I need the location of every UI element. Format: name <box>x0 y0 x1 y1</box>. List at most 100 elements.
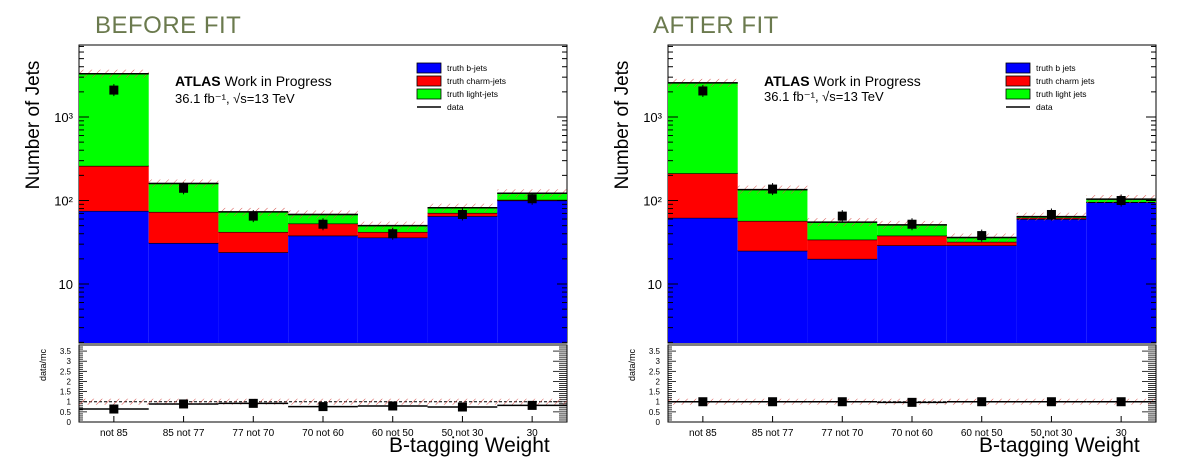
chart1-xtick-label-5: 50 not 30 <box>1031 428 1073 439</box>
chart0-data-point-0 <box>109 85 119 95</box>
chart0-ratio-point-3 <box>318 402 328 412</box>
chart0-data-point-3 <box>318 219 328 229</box>
chart1-ratio-point-0 <box>698 397 708 407</box>
chart0-xtick-label-3: 70 not 60 <box>302 428 344 439</box>
chart1-legend-label-0: truth b jets <box>1036 63 1076 73</box>
chart0-ratio-tick-label-5: 2.5 <box>60 367 72 376</box>
chart1-ratio-tick-label-6: 3 <box>656 357 661 366</box>
chart0-ratio-uncertainty-0 <box>79 398 149 405</box>
chart1-ratio-tick-label-7: 3.5 <box>649 347 661 356</box>
chart0-ratio-y-axis-title: data/mc <box>38 348 48 381</box>
chart1-bar-1-1 <box>737 220 808 251</box>
chart0-ratio-tick-label-3: 1.5 <box>60 388 72 397</box>
chart0-data-point-4 <box>388 229 398 239</box>
chart1-atlas-label-sub: Work in Progress <box>814 73 921 89</box>
chart1-data-point-6 <box>1116 196 1126 205</box>
chart0-lumi-label: 36.1 fb⁻¹, √s=13 TeV <box>175 91 295 106</box>
chart0-xtick-label-4: 60 not 50 <box>372 428 414 439</box>
chart0-legend-swatch-1 <box>416 75 442 87</box>
chart0-ratio-tick-label-4: 2 <box>67 377 72 386</box>
chart0-bar-0-6 <box>497 200 567 343</box>
after-fit-x-axis-title: B-tagging Weight <box>979 434 1140 457</box>
chart0-data-point-5 <box>457 209 467 219</box>
chart0-ratio-point-5 <box>457 402 467 412</box>
chart0-legend-label-1: truth charm-jets <box>447 76 506 86</box>
chart1-xtick-label-2: 77 not 70 <box>821 428 863 439</box>
chart1-bar-2-3 <box>877 224 947 236</box>
chart1-bar-0-3 <box>877 245 947 343</box>
chart1-data-point-3 <box>907 219 917 229</box>
chart1-data-point-5 <box>1046 209 1056 219</box>
chart1-ratio-point-2 <box>837 397 847 407</box>
chart1-data-point-4 <box>977 231 987 241</box>
chart1-ratio-point-3 <box>907 397 917 407</box>
chart1-ytick-label-2: 10³ <box>643 110 662 125</box>
chart0-bar-1-1 <box>148 211 219 243</box>
chart1-bar-0-1 <box>737 250 808 343</box>
chart0-ratio-tick-label-2: 1 <box>67 398 72 407</box>
chart1-ratio-point-6 <box>1116 397 1126 407</box>
chart1-bar-0-6 <box>1086 202 1156 343</box>
chart1-bar-1-0 <box>668 173 738 218</box>
chart1-legend-swatch-0 <box>1005 62 1031 74</box>
chart1-legend-label-2: truth light jets <box>1036 89 1087 99</box>
chart1-legend-data-label: data <box>1036 102 1053 112</box>
chart1-ratio-tick-label-4: 2 <box>656 377 661 386</box>
chart1-bar-0-0 <box>668 217 738 343</box>
chart1-data-point-2 <box>837 211 847 221</box>
before-fit-x-axis-title: B-tagging Weight <box>389 434 550 457</box>
chart0-ratio-uncertainty-5 <box>427 398 498 405</box>
chart1-bar-2-2 <box>807 222 878 240</box>
chart1-bar-2-0 <box>668 82 738 174</box>
chart1-bar-1-3 <box>877 235 947 246</box>
chart0-xtick-label-1: 85 not 77 <box>163 428 205 439</box>
chart0-ratio-uncertainty-3 <box>288 398 358 405</box>
chart0-ratio-point-4 <box>388 401 398 411</box>
chart1-legend-swatch-2 <box>1005 88 1031 100</box>
chart1-xtick-label-3: 70 not 60 <box>891 428 933 439</box>
chart1-atlas-label: ATLAS Work in Progress <box>764 73 921 89</box>
chart1-ratio-frame <box>667 344 1157 423</box>
before-fit-heading: BEFORE FIT <box>95 12 242 39</box>
chart0-data-point-2 <box>248 211 258 221</box>
chart1-xtick-label-6: 30 <box>1116 428 1128 439</box>
chart0-xtick-label-6: 30 <box>527 428 539 439</box>
chart1-legend-label-1: truth charm jets <box>1036 76 1095 86</box>
chart1-bar-1-2 <box>807 239 878 259</box>
chart0-ytick-label-2: 10³ <box>54 110 73 125</box>
chart1-ratio-tick-label-1: 0.5 <box>649 408 661 417</box>
chart0-ytick-label-0: 10 <box>59 277 73 292</box>
chart0-bar-0-0 <box>79 210 149 343</box>
chart0-ratio-tick-label-1: 0.5 <box>60 408 72 417</box>
chart0-y-axis-title: Number of Jets <box>23 61 44 190</box>
chart0-legend-swatch-2 <box>416 88 442 100</box>
chart0-legend-data-label: data <box>447 102 464 112</box>
chart1-ytick-label-1: 10² <box>643 194 662 209</box>
chart1-atlas-label-bold: ATLAS <box>764 73 810 89</box>
chart1-bar-0-5 <box>1016 219 1087 343</box>
chart0-ratio-tick-label-7: 3.5 <box>60 347 72 356</box>
chart0-ytick-label-1: 10² <box>54 194 73 209</box>
chart1-xtick-label-0: not 85 <box>689 428 717 439</box>
chart0-bar-0-1 <box>148 242 219 343</box>
chart1-bar-0-2 <box>807 258 878 343</box>
chart0-atlas-label-sub: Work in Progress <box>225 73 332 89</box>
chart1-ratio-tick-label-3: 1.5 <box>649 388 661 397</box>
chart0-ratio-point-1 <box>179 399 189 409</box>
chart0-data-point-6 <box>527 194 537 204</box>
chart1-legend-swatch-1 <box>1005 75 1031 87</box>
chart0-data-point-1 <box>179 183 189 193</box>
chart1-lumi-label: 36.1 fb⁻¹, √s=13 TeV <box>764 89 884 104</box>
chart1-bar-1-4 <box>946 241 1017 246</box>
chart0-ratio-point-0 <box>109 404 119 414</box>
chart0-bar-0-4 <box>357 237 428 343</box>
chart1-data-point-1 <box>768 184 778 194</box>
chart1-ratio-point-5 <box>1046 397 1056 407</box>
chart0-bar-0-2 <box>218 252 289 343</box>
chart0-legend-label-2: truth light-jets <box>447 89 498 99</box>
chart0-ratio-tick-label-6: 3 <box>67 357 72 366</box>
chart0-legend-swatch-0 <box>416 62 442 74</box>
chart0-bar-0-3 <box>288 235 358 343</box>
chart1-xtick-label-4: 60 not 50 <box>961 428 1003 439</box>
